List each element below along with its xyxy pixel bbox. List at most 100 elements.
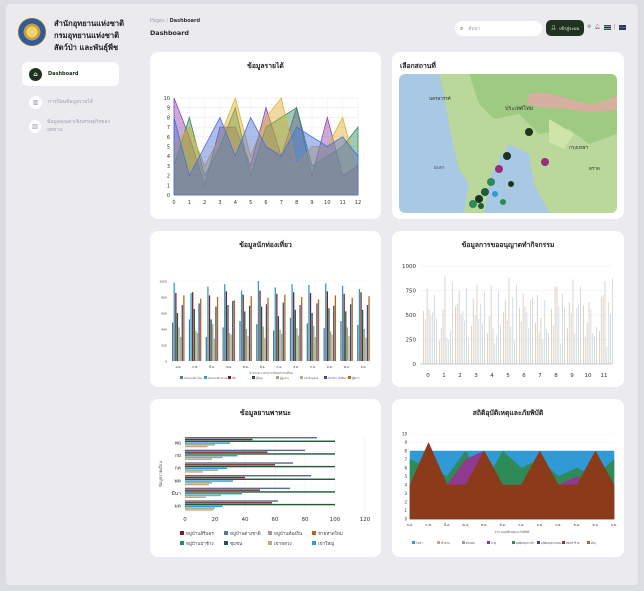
bar <box>274 287 276 361</box>
bar <box>193 309 195 361</box>
tourists-card: ข้อมูลนักท่องเที่ยว 0 200 400 600 800 1000 ม.ค… <box>150 231 381 387</box>
bar <box>301 297 303 361</box>
bar <box>185 449 305 452</box>
y-tick-label: 3 <box>167 164 170 170</box>
login-button[interactable]: 👤︎ เข้าสู่ระบบ <box>546 20 584 36</box>
bar <box>554 287 556 364</box>
breadcrumb-root[interactable]: Pages <box>150 18 165 24</box>
x-tick-label: 9 <box>310 200 313 206</box>
legend-label: อุบัติเหตุทางถนน <box>541 541 561 546</box>
bar <box>480 303 482 364</box>
map-label: ยะลา <box>434 166 445 171</box>
x-tick-label: 1 <box>188 200 191 206</box>
bar <box>584 336 586 364</box>
bar <box>535 322 536 364</box>
bar <box>594 336 595 364</box>
bar <box>172 322 174 361</box>
y-tick-label: 400 <box>161 328 167 332</box>
bar <box>612 278 613 364</box>
bar <box>423 311 424 364</box>
y-tick-label: 10 <box>402 432 408 437</box>
y-tick-label: มีนา <box>171 490 181 497</box>
y-tick-label: 2 <box>404 500 407 505</box>
bar <box>361 309 364 361</box>
bar <box>510 326 512 364</box>
bar <box>567 327 568 364</box>
bar <box>528 328 530 364</box>
sidebar-item-revenue-input[interactable]: ▥ การป้อนข้อมูลรายได้ <box>22 90 119 114</box>
legend-label: พระภิกษุสงฆ์ <box>304 376 318 381</box>
x-tick-label: ก.ค. <box>518 523 524 527</box>
x-axis-label: จำนวนอุบัติเหตุและภัยพิบัติ <box>495 530 530 535</box>
bar <box>519 307 520 364</box>
bar <box>586 323 588 364</box>
search-input[interactable]: ค้นหา <box>468 27 480 32</box>
bar <box>542 339 544 364</box>
x-tick-label: ก.ย. <box>310 365 316 369</box>
legend-swatch <box>437 541 440 544</box>
x-tick-label: ธ.ค. <box>611 523 617 527</box>
bar <box>516 284 517 364</box>
bar <box>297 335 300 361</box>
bell-icon[interactable]: 🔔︎ <box>594 24 601 30</box>
bar <box>446 337 448 364</box>
legend-swatch <box>462 541 465 544</box>
bar <box>552 325 554 364</box>
legend-label: ชุมชน <box>230 541 242 547</box>
revenue-card: ข้อมูลรายได้ 0 1 2 3 4 5 6 7 8 9 10 0 1 2 3 4 5 6 7 8 9 10 11 1… <box>150 52 381 219</box>
bar <box>460 314 462 364</box>
bar <box>588 302 590 364</box>
map-markers[interactable] <box>469 128 549 209</box>
bar <box>313 325 315 361</box>
y-tick-label: กค <box>175 466 181 472</box>
gear-icon[interactable]: ⚙ <box>587 24 592 30</box>
legend-swatch <box>487 541 490 544</box>
bar <box>279 329 281 361</box>
search-box[interactable]: ⌕ ค้นหา <box>455 21 542 36</box>
location-map[interactable]: ประเทศไทย กรุงเทพฯ ยะลา ตราด นครสวรรค์ <box>399 74 617 213</box>
x-tick-label: 0 <box>172 200 175 206</box>
legend-label: ผู้ใหญ่ <box>256 376 264 380</box>
bar <box>185 464 275 466</box>
department-logo <box>18 18 46 46</box>
english-flag-icon[interactable] <box>618 24 626 30</box>
y-tick-label: 4 <box>404 483 407 488</box>
bar <box>259 290 261 361</box>
bar <box>176 313 179 361</box>
sidebar-item-economic-value[interactable]: ▥ ข้อมูลคุณค่าเชิงเศรษฐกิจของอุทยาน <box>22 114 119 138</box>
bar <box>604 281 606 364</box>
bar <box>472 298 474 364</box>
bar <box>185 453 335 455</box>
bar <box>331 334 333 361</box>
bar <box>500 324 501 364</box>
bar <box>348 336 350 361</box>
bar <box>551 308 552 364</box>
brand-line-3: สัตว์ป่า และพันธุ์พืช <box>54 43 119 52</box>
bar <box>185 507 215 509</box>
bar <box>277 316 280 361</box>
legend-swatch <box>228 376 231 379</box>
bar <box>448 339 450 364</box>
bar <box>329 331 332 361</box>
bar <box>564 307 565 364</box>
y-axis-label: ข้อมูลรายเดือน <box>158 461 164 487</box>
x-tick-label: 120 <box>360 517 371 523</box>
bar <box>185 467 227 470</box>
bar <box>340 321 342 361</box>
page-title: Dashboard <box>150 29 189 37</box>
bar <box>208 295 211 361</box>
thai-flag-icon[interactable] <box>603 24 611 30</box>
bar <box>602 295 604 364</box>
map-card: เลือกสถานที่ ประเทศไทย กรุงเทพฯ ยะลา ตรา… <box>392 52 624 219</box>
x-tick-label: 40 <box>242 517 249 523</box>
legend-label: น้ำท่วม <box>441 541 450 545</box>
x-tick-label: 4 <box>490 373 494 379</box>
bar <box>606 346 608 364</box>
bar <box>224 284 226 361</box>
sidebar-item-dashboard[interactable]: ⌂ Dashboard <box>22 62 119 86</box>
x-tick-label: ส.ค. <box>293 365 299 369</box>
sidebar-menu: ⌂ Dashboard ▥ การป้อนข้อมูลรายได้ ▥ ข้อม… <box>22 62 119 138</box>
vehicles-card: ข้อมูลยานพาหนะ 0 20 40 60 80 100 120 พย กย กค พค มี… <box>150 399 381 557</box>
legend-label: หมู่บ้านสิรินธร <box>186 531 214 537</box>
y-tick-label: 600 <box>161 312 167 316</box>
